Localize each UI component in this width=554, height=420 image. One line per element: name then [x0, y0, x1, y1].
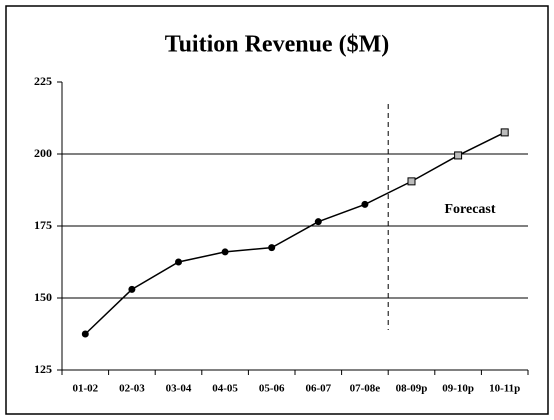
line	[84, 131, 506, 335]
x-tick-label: 10-11p	[489, 383, 520, 395]
y-tick-label: 200	[34, 146, 52, 160]
chart-title: Tuition Revenue ($M)	[165, 32, 389, 58]
marker	[268, 244, 276, 252]
marker	[175, 258, 182, 266]
marker	[221, 248, 229, 256]
x-tick-label: 04-05	[212, 383, 238, 395]
x-tick-label: 06-07	[305, 383, 331, 395]
x-tick-label: 01-02	[72, 383, 98, 395]
x-tick-label: 09-10p	[442, 383, 474, 395]
marker	[454, 151, 463, 160]
annotation: Forecast	[444, 202, 495, 217]
frame	[5, 5, 549, 415]
x-tick-label: 05-06	[259, 383, 285, 395]
x-tick-label: 07-08e	[350, 383, 381, 395]
marker	[81, 330, 89, 338]
marker	[361, 200, 369, 208]
marker	[314, 218, 322, 226]
y-tick-label: 150	[34, 290, 52, 304]
marker	[128, 285, 136, 293]
y-tick-label: 125	[34, 362, 52, 376]
x-tick-label: 03-04	[166, 383, 192, 395]
marker	[500, 128, 509, 137]
marker	[407, 177, 416, 186]
y-tick-label: 225	[34, 74, 52, 88]
y-tick-label: 175	[34, 218, 52, 232]
x-tick-label: 02-03	[119, 383, 145, 395]
x-tick-label: 08-09p	[396, 383, 428, 395]
